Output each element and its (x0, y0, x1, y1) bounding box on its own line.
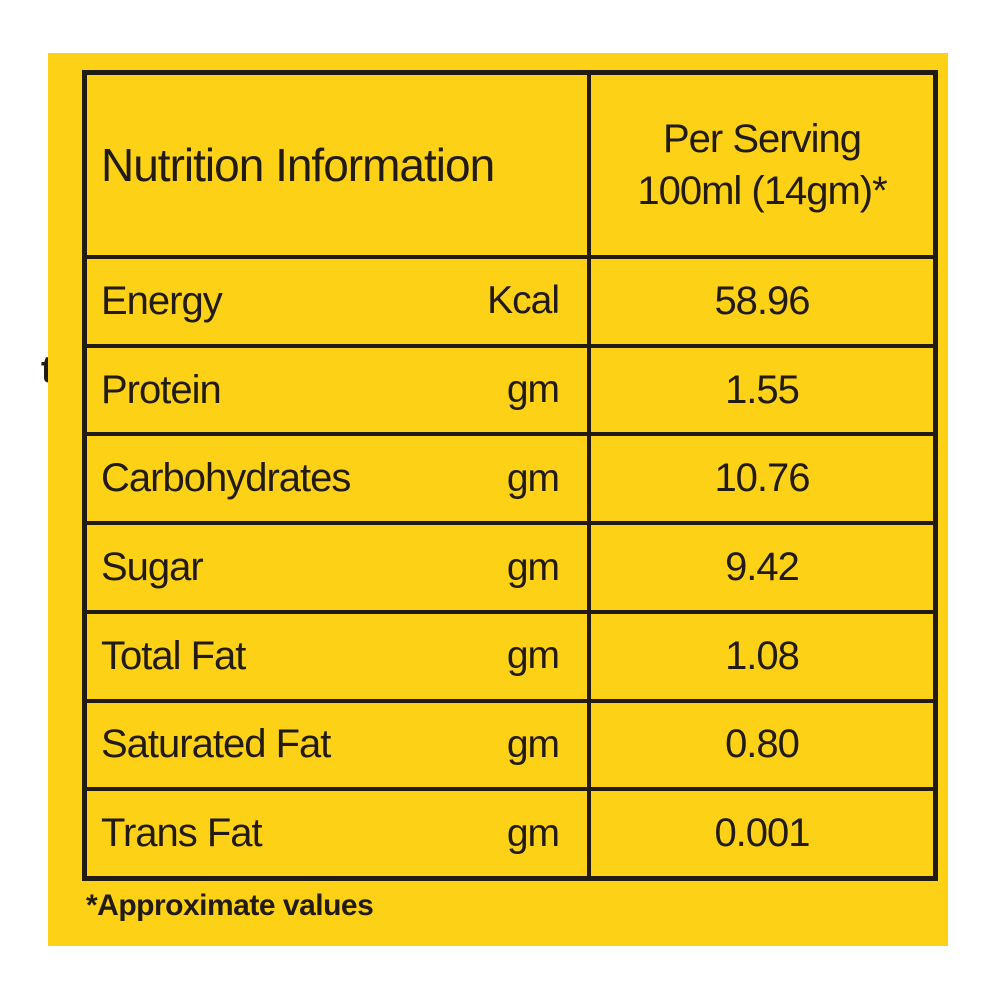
row-value-cell: 9.42 (591, 525, 933, 610)
row-value: 1.08 (725, 633, 800, 678)
row-unit: gm (506, 634, 560, 678)
row-label: Protein (101, 367, 222, 412)
row-value: 10.76 (714, 456, 810, 501)
row-unit: gm (506, 368, 560, 412)
row-label-cell: Sugar gm (87, 525, 591, 610)
table-row-carbohydrates: Carbohydrates gm 10.76 (87, 432, 933, 522)
row-value: 0.001 (714, 811, 810, 856)
row-label: Saturated Fat (101, 722, 331, 767)
row-value: 1.55 (725, 367, 800, 412)
row-unit: gm (506, 545, 560, 589)
row-value: 9.42 (725, 545, 800, 590)
nutrition-information-title: Nutrition Information (101, 139, 495, 191)
row-label-cell: Protein gm (87, 347, 591, 433)
per-serving-line1: Per Serving (663, 117, 862, 161)
table-row-total-fat: Total Fat gm 1.08 (87, 609, 933, 699)
approximate-values-footnote: *Approximate values (86, 889, 374, 922)
row-value: 58.96 (714, 278, 810, 323)
row-label-cell: Carbohydrates gm (87, 436, 591, 522)
row-value-cell: 0.001 (591, 791, 933, 876)
row-value: 0.80 (725, 722, 800, 767)
table-header-row: Nutrition Information Per Serving 100ml … (87, 75, 933, 255)
row-label: Trans Fat (101, 811, 263, 856)
row-label-cell: Energy Kcal (87, 259, 591, 344)
header-title-cell: Nutrition Information (87, 75, 591, 255)
row-unit: gm (506, 722, 560, 766)
nutrition-label-panel: Nutrition Information Per Serving 100ml … (48, 53, 948, 946)
table-row-sugar: Sugar gm 9.42 (87, 521, 933, 610)
table-row-trans-fat: Trans Fat gm 0.001 (87, 787, 933, 877)
row-label-cell: Total Fat gm (87, 613, 591, 699)
row-unit: gm (506, 456, 560, 500)
row-label: Sugar (101, 545, 204, 590)
row-unit: gm (506, 811, 560, 855)
per-serving-line2: 100ml (14gm)* (637, 169, 887, 213)
row-value-cell: 0.80 (591, 703, 933, 788)
header-serving-cell: Per Serving 100ml (14gm)* (591, 75, 933, 255)
table-row-energy: Energy Kcal 58.96 (87, 255, 933, 344)
row-label: Carbohydrates (101, 456, 351, 501)
row-value-cell: 1.08 (591, 614, 933, 699)
row-unit: Kcal (487, 279, 560, 323)
nutrition-table: Nutrition Information Per Serving 100ml … (82, 70, 938, 881)
row-label: Energy (101, 278, 223, 323)
table-row-protein: Protein gm 1.55 (87, 343, 933, 433)
row-label-cell: Saturated Fat gm (87, 702, 591, 788)
row-value-cell: 10.76 (591, 436, 933, 521)
row-value-cell: 1.55 (591, 348, 933, 433)
row-label: Total Fat (101, 633, 246, 678)
table-row-saturated-fat: Saturated Fat gm 0.80 (87, 698, 933, 788)
row-label-cell: Trans Fat gm (87, 791, 591, 877)
row-value-cell: 58.96 (591, 259, 933, 344)
